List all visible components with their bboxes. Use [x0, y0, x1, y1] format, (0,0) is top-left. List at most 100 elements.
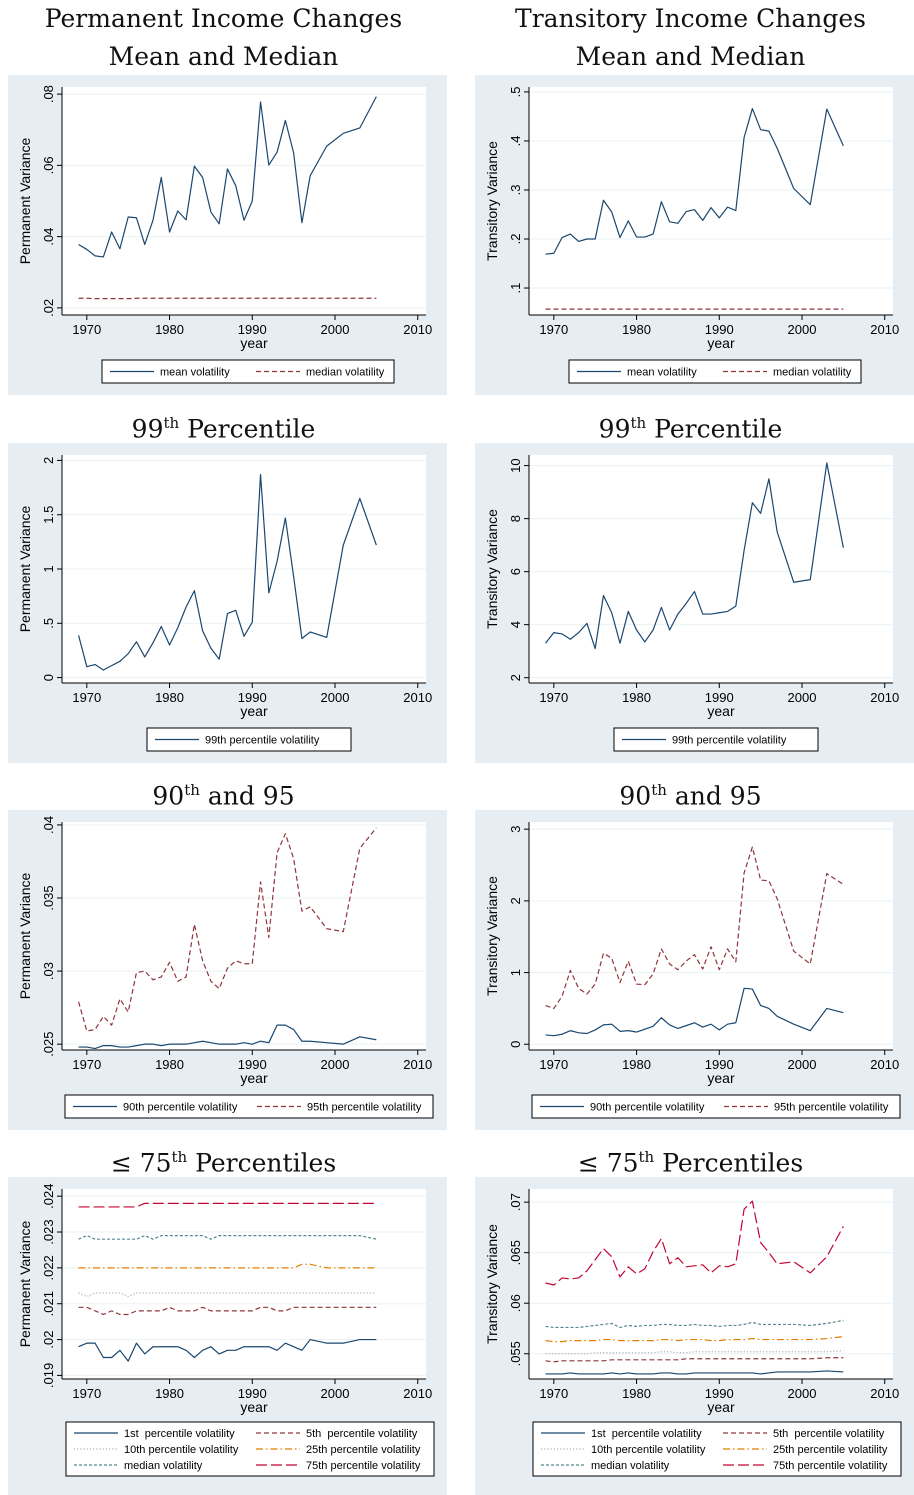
title-text: ≤ 75 [577, 1148, 639, 1178]
legend-label: median volatility [306, 367, 385, 379]
x-tick-label: 1970 [539, 690, 568, 705]
x-tick-label: 2000 [321, 1057, 350, 1072]
x-tick-label: 2000 [788, 1057, 817, 1072]
series-line [78, 1292, 377, 1298]
legend-label: median volatility [591, 1460, 670, 1472]
x-tick-label: 1990 [705, 322, 734, 337]
plot-area [62, 87, 426, 315]
y-tick-label: .04 [41, 228, 56, 246]
chart-panel: .025 .03 .035 .04 1970 1980 1990 2000 2010 year Pe… [8, 810, 447, 1130]
legend-label: 5th percentile volatility [773, 1428, 885, 1440]
y-tick-label: .035 [41, 885, 56, 910]
x-tick-label: 2000 [788, 690, 817, 705]
y-tick-label: .07 [508, 1193, 523, 1211]
y-tick-label: .024 [41, 1184, 56, 1209]
y-tick-label: 10 [508, 458, 523, 472]
x-axis-title: year [707, 1070, 735, 1086]
legend-label: 5th percentile volatility [306, 1428, 418, 1440]
series-line [78, 1263, 377, 1269]
x-tick-label: 1990 [705, 1386, 734, 1401]
y-tick-label: .03 [41, 962, 56, 980]
x-tick-label: 2010 [870, 1386, 899, 1401]
y-tick-label: .021 [41, 1291, 56, 1316]
panel-title: ≤ 75th Percentiles [0, 1138, 447, 1182]
legend-label: 10th percentile volatility [124, 1444, 239, 1456]
legend [532, 1421, 902, 1477]
x-tick-label: 1970 [539, 1386, 568, 1401]
title-superscript: th [184, 781, 200, 799]
y-axis-title: Transitory Variance [484, 1224, 500, 1344]
y-tick-label: .04 [41, 816, 56, 834]
y-axis-title: Transitory Variance [484, 141, 500, 261]
series-line [545, 987, 844, 1037]
title-text: Mean and Median [108, 42, 339, 71]
plot-area [529, 455, 893, 683]
title-text: 99 [131, 414, 164, 444]
x-tick-label: 1980 [155, 1386, 184, 1401]
x-axis-title: year [240, 703, 268, 719]
x-axis-title: year [707, 1399, 735, 1415]
plot-area [62, 1189, 426, 1379]
x-tick-label: 1990 [238, 690, 267, 705]
legend-label: 25th percentile volatility [773, 1444, 888, 1456]
y-axis-title: Transitory Variance [484, 509, 500, 629]
y-tick-label: .06 [41, 156, 56, 174]
x-tick-label: 1980 [155, 1057, 184, 1072]
legend [531, 1094, 901, 1119]
x-tick-label: 1990 [705, 1057, 734, 1072]
series-line [77, 473, 377, 671]
x-tick-label: 1970 [72, 690, 101, 705]
y-tick-label: .055 [508, 1341, 523, 1366]
series-line [545, 107, 844, 255]
x-tick-label: 2010 [403, 690, 432, 705]
y-tick-label: .02 [41, 299, 56, 317]
y-tick-label: 6 [508, 568, 523, 575]
panel-title: 99th Percentile [467, 404, 914, 448]
series-line [545, 1357, 844, 1363]
y-tick-label: .2 [508, 234, 523, 245]
x-axis-title: year [240, 1070, 268, 1086]
y-tick-label: .4 [508, 136, 523, 147]
legend-label: 95th percentile volatility [774, 1102, 889, 1114]
title-text: Percentiles [654, 1148, 804, 1178]
x-axis-title: year [240, 335, 268, 351]
series-line [545, 1350, 844, 1355]
title-line: ≤ 75th Percentiles [467, 1138, 914, 1182]
x-tick-label: 2010 [870, 690, 899, 705]
x-tick-label: 2010 [403, 1057, 432, 1072]
y-tick-label: .019 [41, 1363, 56, 1388]
y-tick-label: 2 [508, 674, 523, 681]
legend-label: mean volatility [627, 367, 697, 379]
series-line [77, 827, 377, 1032]
title-line: 99th Percentile [467, 404, 914, 448]
x-tick-label: 1980 [155, 690, 184, 705]
x-tick-label: 2000 [788, 1386, 817, 1401]
x-tick-label: 1990 [705, 690, 734, 705]
y-axis-title: Permanent Variance [17, 872, 33, 999]
chart-panel: .055 .06 .065 .07 1970 1980 1990 2000 2010 year Tr… [475, 1177, 914, 1495]
title-line: 90th and 95 [0, 771, 447, 815]
title-line: 99th Percentile [0, 404, 447, 448]
title-text: Permanent Income Changes [44, 4, 403, 33]
legend-label: 25th percentile volatility [306, 1444, 421, 1456]
title-superscript: th [651, 781, 667, 799]
x-tick-label: 1990 [238, 1386, 267, 1401]
title-text: and 95 [199, 781, 295, 811]
legend-label: median volatility [124, 1460, 203, 1472]
x-tick-label: 2010 [403, 322, 432, 337]
x-tick-label: 1980 [622, 690, 651, 705]
x-tick-label: 2010 [870, 322, 899, 337]
legend-label: mean volatility [160, 367, 230, 379]
series-line [545, 462, 844, 650]
x-tick-label: 1990 [238, 322, 267, 337]
y-tick-label: 1.5 [41, 506, 56, 524]
legend [613, 727, 819, 752]
legend-label: 75th percentile volatility [773, 1460, 888, 1472]
x-tick-label: 1970 [539, 1057, 568, 1072]
title-text: ≤ 75 [110, 1148, 172, 1178]
title-text: Percentile [646, 414, 783, 444]
x-tick-label: 1980 [155, 322, 184, 337]
legend-label: 75th percentile volatility [306, 1460, 421, 1472]
y-axis-title: Transitory Variance [484, 876, 500, 996]
title-text: Mean and Median [575, 42, 806, 71]
